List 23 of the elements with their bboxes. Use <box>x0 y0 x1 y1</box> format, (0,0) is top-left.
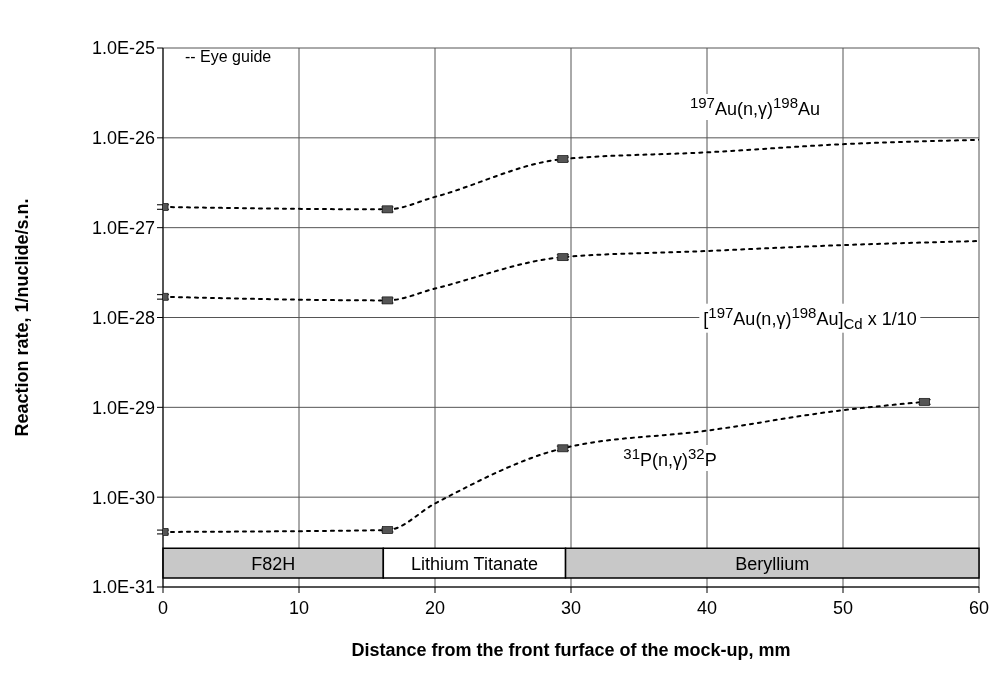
x-tick-label: 20 <box>424 597 446 618</box>
y-axis-title: Reaction rate, 1/nuclide/s.n. <box>12 198 33 437</box>
series-label: $^{31}$P(n,γ)$^{32}$P <box>623 445 717 470</box>
annotation: -- Eye guide <box>185 48 272 65</box>
x-tick-label: 50 <box>832 597 854 618</box>
band-label: F82H <box>251 553 296 574</box>
y-tick-label: 1.0E-28 <box>91 307 155 328</box>
series-label: $^{197}$Au(n,γ)$^{198}$Au <box>689 94 821 119</box>
y-tick-label: 1.0E-31 <box>91 577 155 598</box>
x-tick-label: 40 <box>696 597 718 618</box>
y-tick-label: 1.0E-25 <box>91 38 155 59</box>
x-tick-label: 30 <box>560 597 582 618</box>
x-axis-title: Distance from the front furface of the mock-up, mm <box>351 640 791 660</box>
x-tick-label: 10 <box>288 597 310 618</box>
y-tick-label: 1.0E-26 <box>91 128 155 149</box>
x-tick-label: 60 <box>968 597 990 618</box>
x-tick-label: 0 <box>157 597 169 618</box>
band-label: Beryllium <box>735 553 810 574</box>
y-tick-label: 1.0E-29 <box>91 397 155 418</box>
band-label: Lithium Titanate <box>410 553 538 574</box>
y-tick-label: 1.0E-30 <box>91 487 155 508</box>
y-tick-label: 1.0E-27 <box>91 218 155 239</box>
text: [$^{197}$Au(n,γ)$^{198}$Au]$_{Cd}$ x 1/10 <box>703 303 917 333</box>
